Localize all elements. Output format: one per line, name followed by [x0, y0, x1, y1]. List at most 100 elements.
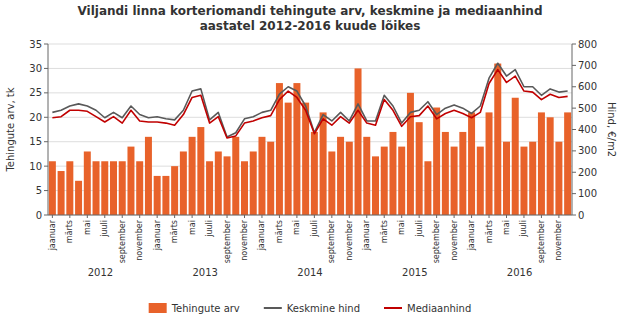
y2-tick-label: 700: [578, 60, 597, 71]
x-tick-label: november: [450, 219, 459, 260]
bar: [136, 161, 143, 215]
year-label: 2014: [297, 267, 322, 278]
y2-tick: [572, 172, 576, 173]
bar: [555, 142, 562, 215]
year-label: 2016: [507, 267, 532, 278]
x-tick-label: juuli: [519, 220, 528, 238]
bar: [328, 151, 335, 215]
year-label: 2015: [402, 267, 427, 278]
bar: [486, 112, 493, 215]
x-tick: [174, 215, 175, 218]
y-tick: [44, 190, 48, 191]
y-tick-label: 15: [29, 136, 42, 147]
grid-line: [48, 68, 572, 69]
x-tick-label: september: [223, 219, 232, 263]
x-tick-label: september: [327, 219, 336, 263]
line: [52, 70, 567, 138]
bar: [320, 112, 327, 215]
bar: [241, 161, 248, 215]
grid-line: [48, 92, 572, 93]
y2-tick-label: 300: [578, 145, 597, 156]
bar: [180, 151, 187, 215]
x-axis-line: [48, 215, 572, 216]
x-tick-label: november: [345, 219, 354, 260]
bar: [84, 151, 91, 215]
bar: [372, 156, 379, 215]
x-tick: [104, 215, 105, 218]
bar: [459, 132, 466, 215]
x-tick-label: november: [554, 219, 563, 260]
y2-tick: [572, 65, 576, 66]
x-tick-label: jaanuar: [467, 219, 476, 251]
x-tick-label: november: [135, 219, 144, 260]
bar: [127, 147, 134, 215]
y2-tick: [572, 150, 576, 151]
bar: [93, 161, 100, 215]
x-tick: [541, 215, 542, 218]
x-tick-label: märts: [65, 220, 74, 243]
bar: [381, 147, 388, 215]
y2-tick: [572, 86, 576, 87]
x-tick: [69, 215, 70, 218]
legend-swatch: [264, 307, 282, 309]
x-tick-label: jaanuar: [257, 219, 266, 251]
x-tick: [279, 215, 280, 218]
x-tick: [454, 215, 455, 218]
bar: [424, 161, 431, 215]
y-tick-label: 10: [29, 161, 42, 172]
bar: [503, 142, 510, 215]
grid: [48, 44, 572, 215]
x-tick-label: mai: [83, 220, 92, 235]
x-tick-label: juuli: [310, 220, 319, 238]
y2-tick-label: 400: [578, 124, 597, 135]
y-tick: [44, 215, 48, 216]
bar: [154, 176, 161, 215]
bar: [197, 127, 204, 215]
y-tick: [44, 44, 48, 45]
x-tick: [489, 215, 490, 218]
x-tick-label: jaanuar: [153, 219, 162, 251]
x-tick: [506, 215, 507, 218]
bar: [285, 103, 292, 215]
legend-item: Mediaanhind: [384, 303, 471, 314]
grid-line: [48, 190, 572, 191]
x-tick-label: juuli: [415, 220, 424, 238]
bar: [119, 161, 126, 215]
bar: [75, 181, 82, 215]
x-tick: [523, 215, 524, 218]
bar: [494, 64, 501, 215]
legend: Tehingute arvKeskmine hindMediaanhind: [149, 303, 472, 314]
x-tick: [384, 215, 385, 218]
y-tick-label: 35: [29, 39, 42, 50]
y-tick: [44, 141, 48, 142]
bar: [529, 142, 536, 215]
x-tick-label: jaanuar: [362, 219, 371, 251]
x-tick: [52, 215, 53, 218]
x-tick: [366, 215, 367, 218]
bar: [215, 151, 222, 215]
x-tick: [244, 215, 245, 218]
x-tick-label: mai: [397, 220, 406, 235]
x-tick-label: september: [537, 219, 546, 263]
x-tick: [87, 215, 88, 218]
x-tick: [558, 215, 559, 218]
y-tick-label: 5: [36, 185, 42, 196]
x-tick: [401, 215, 402, 218]
bar: [66, 161, 73, 215]
y2-axis-line: [572, 44, 573, 215]
x-tick: [261, 215, 262, 218]
x-tick: [122, 215, 123, 218]
y2-tick: [572, 108, 576, 109]
x-tick: [436, 215, 437, 218]
bar: [538, 112, 545, 215]
bar: [206, 161, 213, 215]
legend-label: Tehingute arv: [171, 303, 240, 314]
bar: [302, 103, 309, 215]
bar: [564, 112, 571, 215]
grid-line: [48, 44, 572, 45]
x-tick-label: märts: [170, 220, 179, 243]
y-axis-line: [48, 44, 49, 215]
bar: [416, 122, 423, 215]
bar: [250, 151, 257, 215]
y2-tick-label: 500: [578, 103, 597, 114]
